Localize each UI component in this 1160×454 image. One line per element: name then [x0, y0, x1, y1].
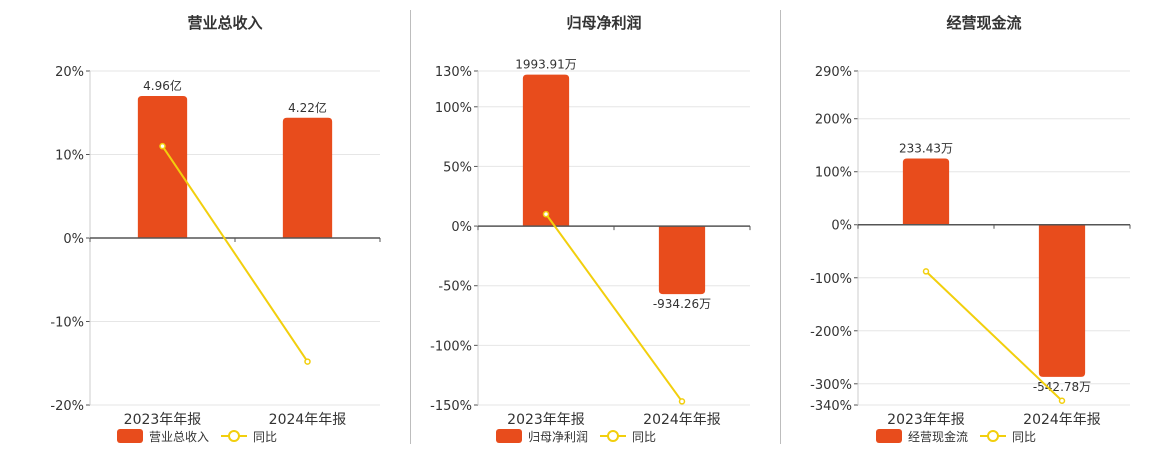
legend-line-label[interactable]: 同比	[632, 430, 656, 444]
y-tick-label: 20%	[55, 65, 84, 80]
x-tick-label: 2024年年报	[269, 412, 347, 428]
legend-bar-label[interactable]: 经营现金流	[908, 429, 968, 444]
y-tick-label: 290%	[815, 65, 852, 80]
bar-value-label: 1993.91万	[515, 58, 577, 72]
yoy-point	[542, 210, 550, 218]
yoy-point	[304, 358, 311, 365]
y-tick-label: 0%	[831, 219, 852, 234]
bar	[137, 96, 188, 238]
yoy-line	[925, 270, 1063, 402]
legend-line-marker	[607, 430, 619, 442]
yoy-point	[678, 398, 686, 405]
y-tick-label: 0%	[63, 232, 84, 247]
x-tick-label: 2023年年报	[887, 412, 965, 428]
y-tick-label: -50%	[438, 280, 472, 295]
bar-value-label: -542.78万	[1033, 380, 1091, 394]
y-tick-label: -100%	[810, 272, 852, 287]
yoy-point	[1058, 397, 1066, 405]
y-tick-label: 50%	[443, 160, 472, 175]
yoy-point	[159, 142, 166, 150]
legend-bar-label[interactable]: 归母净利润	[528, 430, 588, 444]
chart-panel: 营业总收入 20% 10% 0% -10% -20% 4.96亿 4.22亿 2023年年报 20…	[0, 0, 410, 450]
chart-title: 营业总收入	[187, 14, 262, 32]
panel-divider	[780, 10, 781, 444]
x-tick-label: 2023年年报	[507, 412, 585, 428]
chart-title: 经营现金流	[946, 14, 1021, 32]
legend-bar-label[interactable]: 营业总收入	[149, 430, 209, 444]
legend-bar-swatch	[117, 429, 143, 443]
chart-svg: 经营现金流 290% 200% 100% 0% -100% -200% -300% -340% 2…	[810, 14, 1131, 444]
y-tick-label: 100%	[815, 166, 852, 181]
yoy-point	[922, 268, 930, 275]
chart-panel: 归母净利润 130% 100% 50% 0% -50% -100% -150% 1993.91万…	[411, 0, 780, 450]
bar-value-label: -934.26万	[653, 297, 711, 311]
legend-bar-swatch	[876, 429, 902, 443]
legend-line-label[interactable]: 同比	[253, 430, 277, 444]
bar	[282, 117, 333, 238]
bar	[658, 226, 706, 295]
panel-divider	[410, 10, 411, 444]
chart-title: 归母净利润	[566, 14, 641, 32]
x-tick-label: 2023年年报	[124, 412, 202, 428]
bar-value-label: 4.22亿	[288, 100, 327, 115]
y-tick-label: -340%	[810, 399, 852, 414]
y-tick-label: 100%	[435, 101, 472, 116]
y-tick-label: -150%	[430, 399, 472, 414]
x-tick-label: 2024年年报	[643, 412, 721, 428]
y-tick-label: -100%	[430, 339, 472, 354]
bar	[902, 158, 950, 225]
yoy-line	[545, 213, 683, 403]
bar-value-label: 233.43万	[899, 141, 953, 155]
y-tick-label: 10%	[55, 149, 84, 164]
y-tick-label: 130%	[435, 65, 472, 80]
chart-panel: 经营现金流 290% 200% 100% 0% -100% -200% -300% -340% 2…	[781, 0, 1160, 450]
legend-line-marker	[987, 430, 999, 442]
bar-value-label: 4.96亿	[143, 78, 182, 93]
y-tick-label: -20%	[50, 399, 84, 414]
legend-line-label[interactable]: 同比	[1012, 430, 1036, 444]
bar	[522, 74, 570, 227]
legend-bar-swatch	[496, 429, 522, 443]
y-tick-label: 200%	[815, 113, 852, 128]
legend-line-marker	[228, 430, 240, 442]
y-tick-label: -300%	[810, 378, 852, 393]
y-tick-label: -10%	[50, 316, 84, 331]
y-tick-label: -200%	[810, 325, 852, 340]
bar	[1038, 224, 1086, 377]
y-tick-label: 0%	[451, 220, 472, 235]
chart-svg: 营业总收入 20% 10% 0% -10% -20% 4.96亿 4.22亿 2023年年报 20…	[50, 14, 381, 444]
yoy-line	[161, 145, 309, 363]
chart-svg: 归母净利润 130% 100% 50% 0% -50% -100% -150% 1993.91万…	[430, 14, 751, 444]
x-tick-label: 2024年年报	[1023, 412, 1101, 428]
